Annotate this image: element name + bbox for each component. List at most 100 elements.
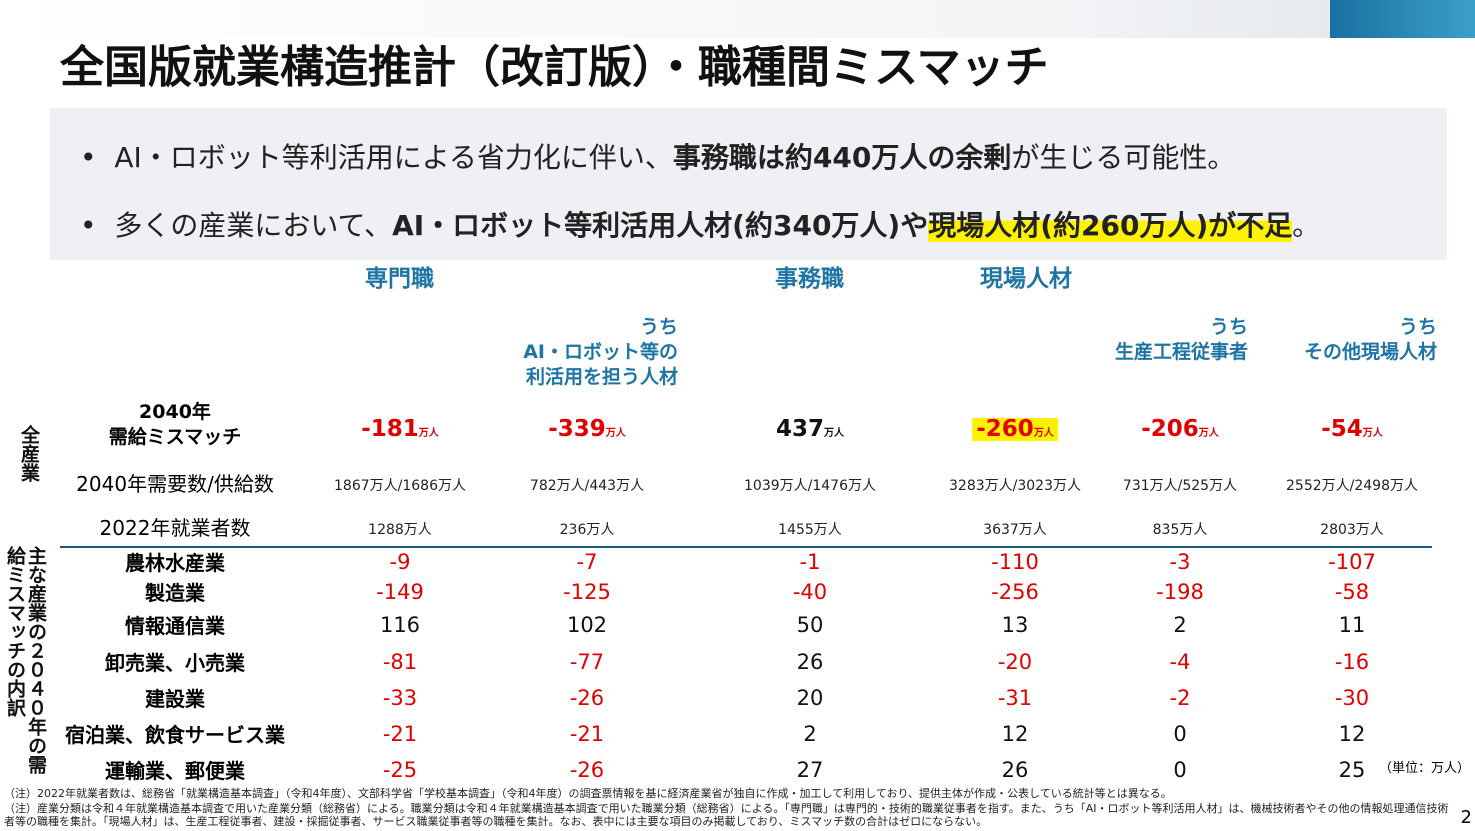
cell-value: -181 [361, 416, 419, 442]
cell: -21 [569, 722, 605, 746]
bullet-text: 多くの産業において、 [114, 209, 393, 242]
cell: -40 [792, 580, 828, 604]
row-label: 宿泊業、飲食サービス業 [65, 723, 285, 747]
column-header: AI・ロボット等の [523, 341, 678, 363]
cell: 2 [1173, 613, 1187, 637]
cell-unit: 万人 [1198, 428, 1219, 439]
cell: -81 [382, 650, 418, 674]
cell: 12 [1338, 722, 1366, 746]
bullet: • AI・ロボット等利活用による省力化に伴い、事務職は約440万人の余剰が生じる… [80, 136, 1235, 176]
column-header: うち [1209, 316, 1248, 338]
cell-unit: 万人 [418, 428, 439, 439]
cell: -4 [1169, 650, 1191, 674]
cell: 2552万人/2498万人 [1286, 478, 1418, 494]
cell: 1288万人 [368, 522, 432, 538]
cell-value: 437 [775, 416, 825, 442]
cell: -54万人 [1321, 418, 1383, 441]
cell: -33 [382, 686, 418, 710]
bullet-text: が生じる可能性。 [1011, 141, 1236, 174]
bullet-dot: • [80, 141, 115, 174]
row-label: 2040年需要数/供給数 [76, 472, 274, 496]
cell: -256 [991, 580, 1039, 604]
row-label: 建設業 [145, 687, 205, 711]
column-group: 事務職 [775, 266, 844, 292]
bullet-dot: • [80, 209, 115, 242]
footnote: （注）2022年就業者数は、総務省「就業構造基本調査」（令和4年度）、文部科学省… [4, 787, 1172, 800]
cell: -31 [997, 686, 1033, 710]
column-group: 現場人材 [980, 266, 1072, 292]
cell: 27 [796, 758, 824, 782]
cell: 2803万人 [1320, 522, 1384, 538]
section-label: 主な産業の２０４０年の需給ミスマッチの内訳 [4, 546, 47, 774]
cell-value: -54 [1321, 416, 1363, 442]
column-header: うち [639, 316, 678, 338]
cell: 26 [796, 650, 824, 674]
cell: 13 [1001, 613, 1029, 637]
cell: -1 [799, 550, 821, 574]
row-label: 運輸業、郵便業 [105, 759, 245, 783]
page-number: 2 [1460, 807, 1472, 828]
cell-unit: 万人 [605, 428, 626, 439]
bullet-text: 現場人材(約260万人)が不足 [928, 209, 1293, 242]
bullet-text: AI・ロボット等利活用人材(約340万人)や [392, 209, 929, 242]
cell-unit: 万人 [1033, 428, 1054, 439]
title: 全国版就業構造推計（改訂版）・職種間ミスマッチ [60, 42, 1049, 93]
row-label: 需給ミスマッチ [108, 426, 242, 448]
cell: 731万人/525万人 [1122, 478, 1238, 494]
cell: 782万人/443万人 [529, 478, 645, 494]
unit-note: （単位：万人） [1378, 761, 1470, 776]
column-header: うち [1398, 316, 1437, 338]
bullet-text: 。 [1292, 209, 1321, 242]
cell: 1039万人/1476万人 [744, 478, 876, 494]
cell: 26 [1001, 758, 1029, 782]
cell-unit: 万人 [1362, 428, 1383, 439]
cell: -125 [563, 580, 611, 604]
cell: 835万人 [1152, 522, 1208, 538]
cell: -3 [1169, 550, 1191, 574]
cell: -25 [382, 758, 418, 782]
cell: 116 [379, 613, 421, 637]
cell: -30 [1334, 686, 1370, 710]
cell: -260万人 [972, 418, 1058, 441]
cell: 20 [796, 686, 824, 710]
cell: -198 [1156, 580, 1204, 604]
cell: -9 [389, 550, 411, 574]
cell: -26 [569, 758, 605, 782]
corner-bar [1330, 0, 1475, 38]
cell: -181万人 [361, 418, 439, 441]
cell: 3283万人/3023万人 [949, 478, 1081, 494]
cell-value: -260 [976, 416, 1034, 442]
cell: 1867万人/1686万人 [334, 478, 466, 494]
cell: -77 [569, 650, 605, 674]
cell: 50 [796, 613, 824, 637]
top-band [0, 0, 1330, 38]
cell: 12 [1001, 722, 1029, 746]
cell: 11 [1338, 613, 1366, 637]
column-header: その他現場人材 [1303, 341, 1437, 363]
footnote: （注）産業分類は令和４年就業構造基本調査で用いた産業分類（総務省）による。職業分… [4, 802, 1449, 828]
bullet-box: • AI・ロボット等利活用による省力化に伴い、事務職は約440万人の余剰が生じる… [50, 108, 1447, 260]
row-label: 情報通信業 [125, 614, 225, 638]
cell: 3637万人 [983, 522, 1047, 538]
bullet: • 多くの産業において、AI・ロボット等利活用人材(約340万人)や現場人材(約… [80, 204, 1320, 244]
cell: 0 [1173, 722, 1187, 746]
cell: -107 [1328, 550, 1376, 574]
cell-unit: 万人 [824, 428, 845, 439]
row-label: 卸売業、小売業 [105, 651, 245, 675]
cell: -149 [376, 580, 424, 604]
column-header: 利活用を担う人材 [525, 366, 678, 388]
section-label: 全産業 [18, 425, 40, 482]
column-group: 専門職 [365, 266, 434, 292]
row-label: 2022年就業者数 [99, 516, 251, 540]
cell-value: -339 [548, 416, 606, 442]
cell: -339万人 [548, 418, 626, 441]
row-label: 農林水産業 [125, 551, 225, 575]
row-label: 製造業 [145, 581, 205, 605]
column-header: 生産工程従事者 [1114, 341, 1248, 363]
cell: -21 [382, 722, 418, 746]
cell: -110 [991, 550, 1039, 574]
cell: 102 [566, 613, 608, 637]
cell: 1455万人 [778, 522, 842, 538]
rule [60, 546, 1432, 548]
cell: -16 [1334, 650, 1370, 674]
